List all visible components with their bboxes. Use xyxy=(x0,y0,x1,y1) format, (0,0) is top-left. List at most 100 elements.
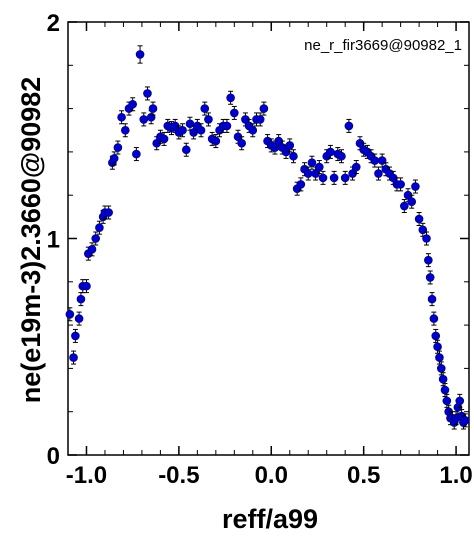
data-point xyxy=(414,212,424,227)
data-point xyxy=(226,90,235,105)
chart-annotation: ne_r_fir3669@90982_1 xyxy=(304,37,462,54)
data-point xyxy=(255,112,265,127)
data-point xyxy=(143,86,152,101)
marker xyxy=(117,112,126,122)
data-point xyxy=(117,110,126,125)
data-point xyxy=(461,413,470,428)
data-point xyxy=(337,149,346,164)
marker xyxy=(204,115,213,124)
data-point xyxy=(65,307,75,322)
marker xyxy=(128,99,137,109)
marker xyxy=(132,149,141,159)
data-point xyxy=(429,311,439,326)
data-point xyxy=(109,151,119,166)
y-tick-label: 1 xyxy=(47,227,60,254)
x-tick-label: 0.0 xyxy=(255,462,288,489)
data-point xyxy=(159,131,169,146)
data-point xyxy=(230,105,239,120)
data-point xyxy=(181,142,191,157)
x-axis-title: reff/a99 xyxy=(222,504,318,534)
data-point xyxy=(259,101,269,116)
x-tick-label: -0.5 xyxy=(158,462,199,489)
data-point xyxy=(285,138,295,153)
data-point xyxy=(329,170,339,185)
data-point xyxy=(340,170,350,185)
marker xyxy=(329,173,339,183)
y-axis-title: ne(e19m-3)2.3660@90982 xyxy=(16,77,46,404)
data-point xyxy=(427,292,437,307)
marker xyxy=(109,154,119,163)
marker xyxy=(135,50,145,59)
marker xyxy=(337,151,346,161)
marker xyxy=(65,309,75,319)
marker xyxy=(95,223,104,232)
marker xyxy=(414,214,424,224)
marker xyxy=(344,121,354,131)
data-point xyxy=(396,177,405,192)
data-point xyxy=(104,205,113,220)
data-point xyxy=(222,118,232,133)
marker xyxy=(461,416,470,425)
marker xyxy=(76,294,86,304)
marker xyxy=(377,156,387,165)
marker xyxy=(396,180,405,189)
marker xyxy=(69,353,78,362)
marker xyxy=(74,314,84,323)
data-point xyxy=(69,350,78,365)
marker xyxy=(326,147,335,157)
marker xyxy=(185,119,195,129)
data-point xyxy=(344,118,354,133)
data-point xyxy=(307,155,317,170)
data-point xyxy=(139,112,149,127)
marker xyxy=(200,104,210,113)
marker xyxy=(418,225,428,235)
data-point xyxy=(71,328,80,343)
data-point xyxy=(200,101,210,116)
data-point xyxy=(422,231,431,246)
data-point xyxy=(318,170,328,185)
x-tick-label: 1.0 xyxy=(439,462,472,489)
marker xyxy=(226,93,235,103)
data-point xyxy=(424,253,433,268)
data-point xyxy=(296,177,306,192)
marker xyxy=(303,169,313,178)
data-point xyxy=(135,45,145,64)
marker xyxy=(285,141,295,150)
marker xyxy=(442,396,452,406)
data-point xyxy=(132,147,141,162)
data-point xyxy=(438,372,448,387)
data-point xyxy=(400,199,409,214)
axis-tick-labels: -1.0 -0.5 0.0 0.5 1.0 0 1 2 xyxy=(47,10,473,489)
marker xyxy=(289,151,298,161)
data-point xyxy=(237,136,247,151)
data-point xyxy=(315,160,324,175)
marker xyxy=(455,396,465,406)
marker xyxy=(248,125,258,135)
marker xyxy=(120,125,130,135)
marker xyxy=(159,134,169,144)
marker xyxy=(104,208,113,217)
marker xyxy=(196,125,206,135)
marker xyxy=(318,173,328,183)
marker xyxy=(440,385,450,395)
marker xyxy=(91,234,101,243)
data-point xyxy=(76,292,86,307)
marker xyxy=(351,162,361,172)
marker xyxy=(431,331,441,341)
data-point xyxy=(211,134,221,149)
marker xyxy=(438,374,448,384)
data-point xyxy=(425,270,435,285)
marker xyxy=(71,331,80,341)
marker xyxy=(411,182,420,191)
marker xyxy=(82,281,91,291)
marker xyxy=(425,273,435,282)
marker xyxy=(139,115,149,124)
marker xyxy=(315,162,324,172)
data-point xyxy=(440,383,450,398)
data-point xyxy=(196,123,206,138)
marker xyxy=(230,108,239,118)
data-point xyxy=(95,220,104,235)
data-point xyxy=(74,311,84,326)
data-point xyxy=(289,149,298,164)
data-point xyxy=(148,101,158,116)
